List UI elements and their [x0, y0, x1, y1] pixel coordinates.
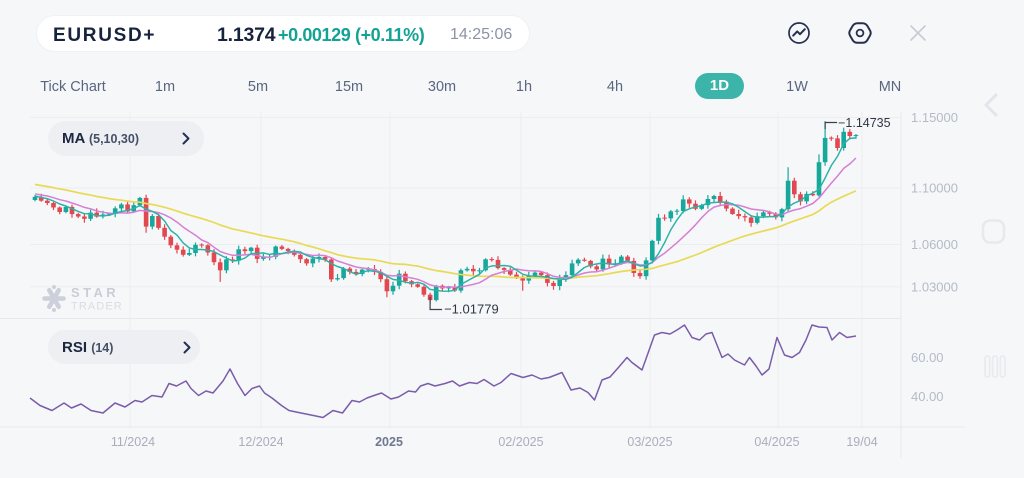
svg-text:40.00: 40.00 — [911, 389, 944, 404]
svg-text:1.10000: 1.10000 — [911, 181, 958, 196]
svg-text:2025: 2025 — [375, 435, 403, 449]
svg-text:−1.01779: −1.01779 — [444, 302, 499, 317]
svg-text:1.15000: 1.15000 — [911, 110, 958, 125]
svg-text:1.03000: 1.03000 — [911, 279, 958, 294]
svg-text:19/04: 19/04 — [846, 435, 877, 449]
svg-text:12/2024: 12/2024 — [238, 435, 283, 449]
svg-text:60.00: 60.00 — [911, 350, 944, 365]
svg-text:TRADER: TRADER — [71, 301, 123, 313]
svg-text:03/2025: 03/2025 — [627, 435, 672, 449]
svg-text:1.06000: 1.06000 — [911, 237, 958, 252]
svg-text:04/2025: 04/2025 — [754, 435, 799, 449]
svg-text:STAR: STAR — [71, 285, 119, 300]
svg-text:02/2025: 02/2025 — [498, 435, 543, 449]
svg-text:−1.14735: −1.14735 — [838, 116, 891, 130]
svg-text:11/2024: 11/2024 — [111, 435, 155, 449]
